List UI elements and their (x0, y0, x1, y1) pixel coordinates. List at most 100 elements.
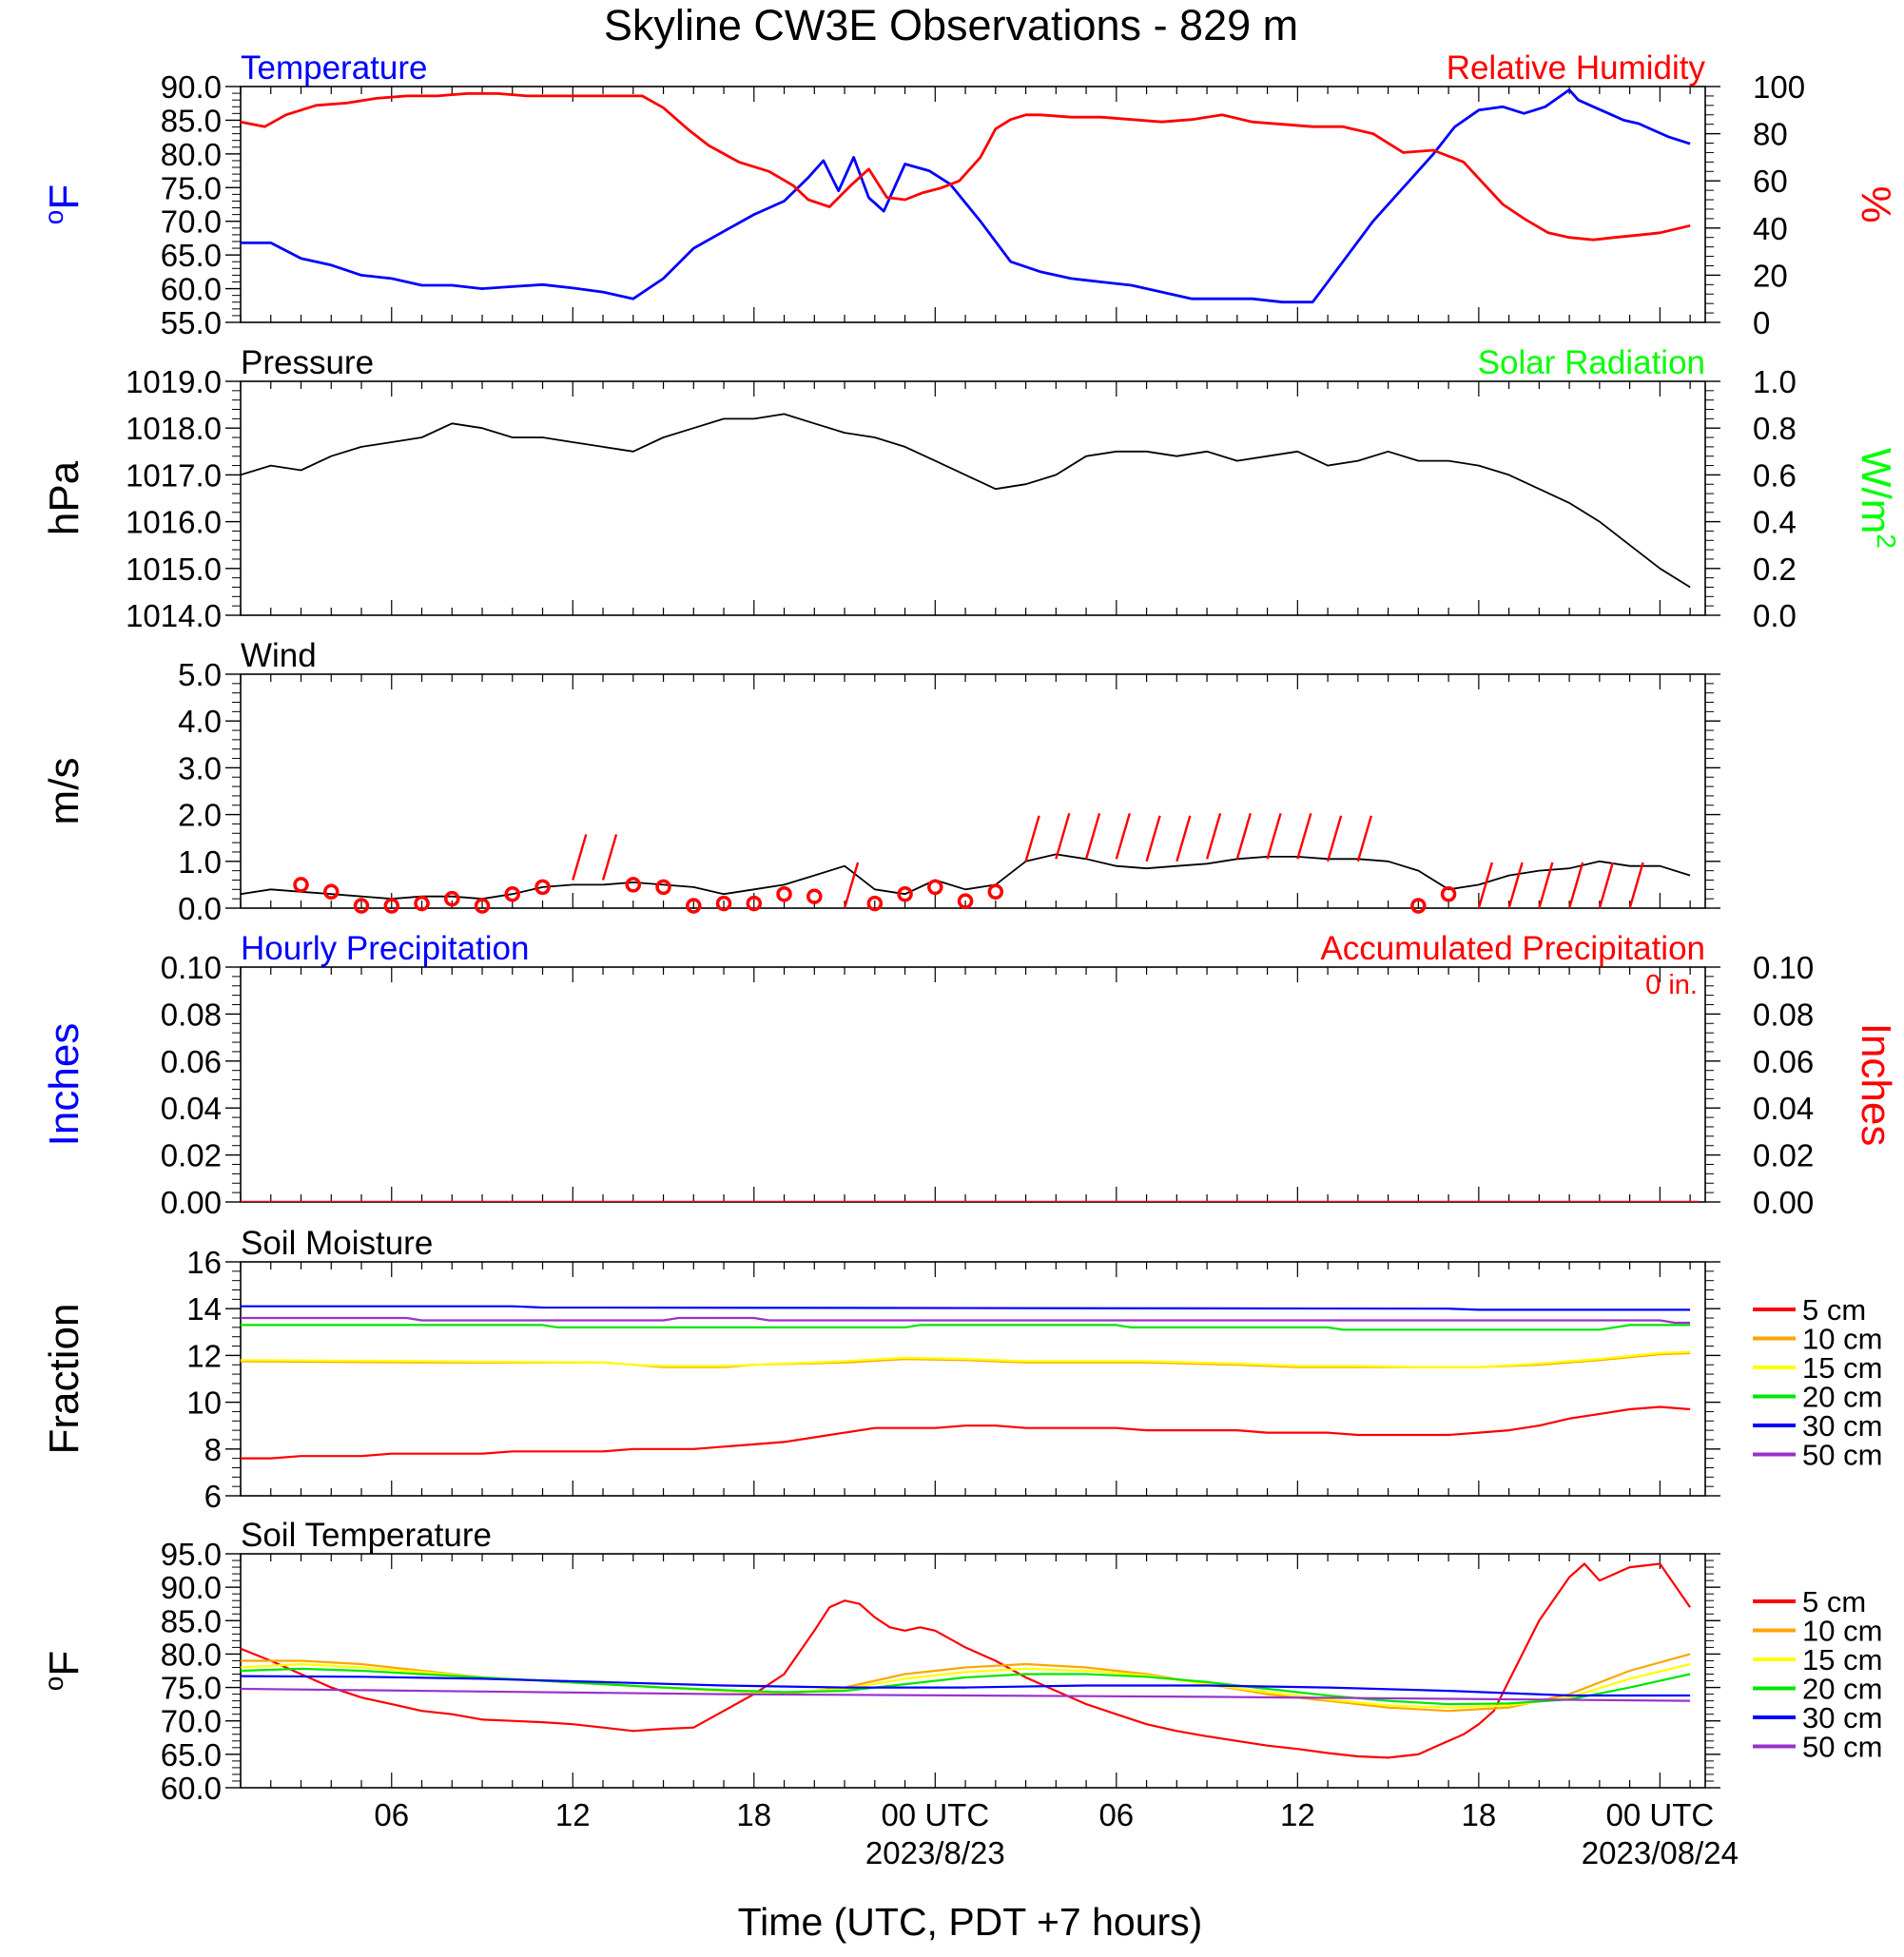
unit: F (41, 1651, 87, 1676)
panel-frame (240, 86, 1706, 323)
y-tick-label-right: 0.10 (1753, 950, 1814, 985)
series-group (241, 1562, 1692, 1759)
series-line-10-cm (241, 1653, 1691, 1713)
calm-wind-marker (474, 898, 491, 914)
panel-title-left: Temperature (241, 49, 427, 87)
series-line-15-cm (241, 1350, 1691, 1368)
x-tick-label: 18 (1461, 1797, 1496, 1832)
degree-sign: o (39, 210, 68, 225)
calm-wind-marker (746, 895, 763, 912)
y-axis-label-left: oF (39, 1651, 87, 1691)
series-line-wind (241, 853, 1691, 901)
y-tick-label-right: 100 (1753, 69, 1805, 105)
x-tick-label: 00 UTC (881, 1797, 989, 1832)
wind-barb (601, 834, 618, 881)
calm-wind-marker (655, 879, 671, 896)
panel-title-left: Soil Temperature (241, 1517, 492, 1554)
series-line-20-cm (241, 1667, 1691, 1706)
y-tick-label: 55.0 (161, 305, 222, 340)
calm-wind-marker (293, 877, 309, 893)
chart-title: Skyline CW3E Observations - 829 m (604, 1, 1298, 49)
series-line-5-cm (241, 1405, 1691, 1460)
y-tick-label-right: 0.2 (1753, 552, 1797, 587)
wind-barb (1598, 862, 1615, 909)
legend-label: 15 cm (1802, 1643, 1882, 1676)
y-tick-label: 80.0 (161, 137, 222, 172)
precip-total-annotation: 0 in. (1645, 970, 1698, 1000)
series-line-10-cm (241, 1351, 1691, 1368)
y-tick-label: 75.0 (161, 170, 222, 205)
series-group (241, 853, 1691, 901)
y-tick-label-right: 40 (1753, 211, 1788, 246)
x-tick-label: 00 UTC (1606, 1797, 1715, 1832)
y-tick-label: 0.00 (161, 1185, 222, 1220)
legend-label: 30 cm (1802, 1701, 1882, 1734)
calm-wind-marker (383, 898, 400, 914)
y-axis-label-left: Inches (41, 1023, 87, 1147)
y-tick-label: 1016.0 (126, 505, 222, 540)
legend-label: 20 cm (1802, 1673, 1882, 1706)
y-tick-label: 70.0 (161, 1704, 222, 1739)
y-tick-label-right: 0.08 (1753, 997, 1814, 1032)
superscript: 2 (1872, 533, 1901, 549)
panels: 55.060.065.070.075.080.085.090.002040608… (39, 49, 1901, 1806)
calm-wind-marker (323, 883, 340, 901)
panel-precip: 0.00 0.02 0.04 0.06 0.08 0.10 0.00 0.02 0.04 0.06… (41, 930, 1899, 1220)
series-line-5-cm (241, 1562, 1692, 1759)
y-tick-label: 0.04 (161, 1091, 222, 1126)
wind-barb (1175, 815, 1192, 862)
panel-pressure: 1014.0 1015.0 1016.0 1017.0 1018.0 1019.0 0.0 0… (41, 344, 1901, 633)
y-axis-label-right: Inches (1853, 1023, 1899, 1147)
y-tick-label: 85.0 (161, 103, 222, 138)
series-line-30-cm (241, 1305, 1691, 1311)
series-group (241, 413, 1691, 589)
wind-barb (1507, 862, 1524, 909)
calm-wind-marker (866, 895, 884, 912)
y-tick-label: 1017.0 (126, 457, 222, 493)
wind-barb (1326, 815, 1343, 862)
x-tick-label: 18 (736, 1797, 771, 1832)
legend-label: 10 cm (1802, 1615, 1882, 1648)
wind-barb (1567, 862, 1584, 909)
y-tick-label: 10 (186, 1385, 222, 1421)
y-tick-label-right: 60 (1753, 164, 1788, 199)
y-tick-label-right: 0 (1753, 305, 1770, 340)
wind-barb (1266, 813, 1282, 860)
y-tick-label: 85.0 (161, 1603, 222, 1638)
series-group (241, 88, 1691, 304)
series-line-temperature (241, 88, 1691, 304)
y-tick-label-right: 0.04 (1753, 1091, 1814, 1126)
y-tick-label: 0.02 (161, 1138, 222, 1173)
y-axis-label-left: hPa (41, 460, 87, 535)
y-tick-label-right: 0.02 (1753, 1138, 1814, 1173)
calm-wind-marker (414, 895, 430, 912)
y-tick-label: 65.0 (161, 1737, 222, 1773)
y-tick-label: 0.10 (161, 950, 222, 985)
y-tick-label-right: 0.8 (1753, 411, 1797, 446)
wind-barb (1296, 813, 1312, 860)
y-tick-label: 1.0 (178, 844, 222, 880)
wind-barb (572, 834, 588, 881)
y-tick-label: 0.06 (161, 1044, 222, 1079)
y-tick-label: 1014.0 (126, 598, 222, 633)
calm-wind-marker (987, 883, 1004, 901)
wind-barb (1055, 813, 1071, 860)
legend-label: 5 cm (1802, 1585, 1866, 1618)
wind-barb (1115, 813, 1131, 860)
x-tick-label: 12 (1280, 1797, 1315, 1832)
legend-label: 5 cm (1802, 1293, 1866, 1327)
legend-label: 10 cm (1802, 1323, 1882, 1356)
y-tick-label: 90.0 (161, 1570, 222, 1605)
legend-label: 30 cm (1802, 1409, 1882, 1443)
wind-barb (1356, 815, 1372, 862)
y-axis-label-left: Fraction (41, 1304, 87, 1455)
x-tick-label: 06 (1098, 1797, 1134, 1832)
y-tick-label: 0.0 (178, 891, 222, 926)
y-tick-label: 12 (186, 1338, 222, 1373)
y-tick-label-right: 0.06 (1753, 1044, 1814, 1079)
y-tick-label: 8 (204, 1432, 222, 1467)
y-tick-label: 6 (204, 1479, 222, 1514)
y-tick-label: 60.0 (161, 272, 222, 307)
